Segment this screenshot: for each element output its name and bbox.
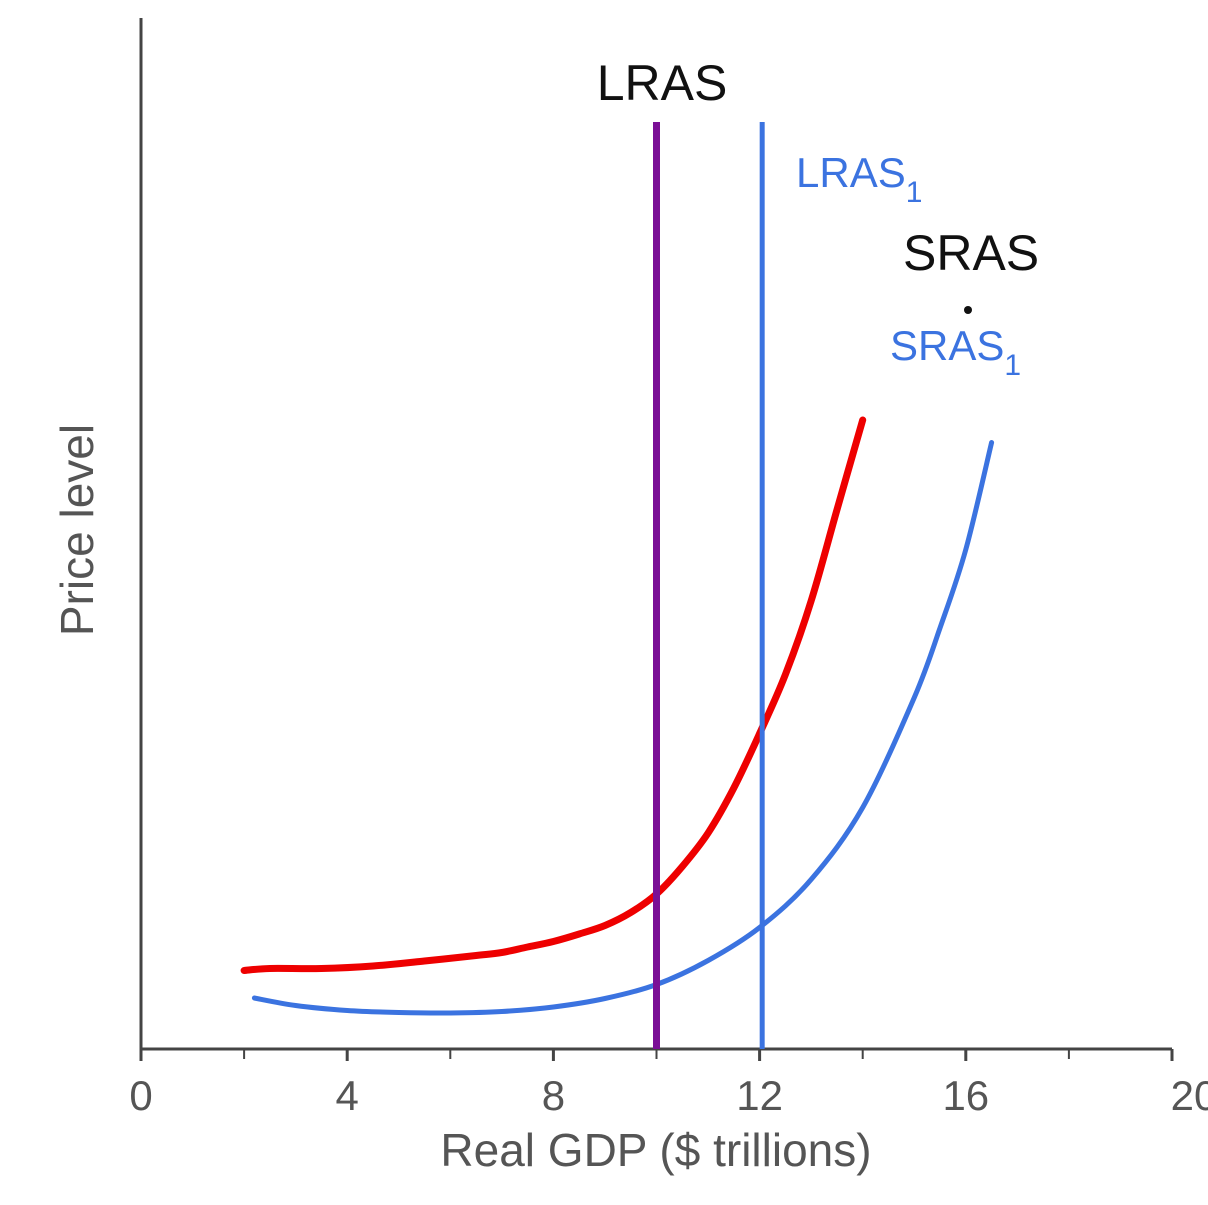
x-tick-label-20: 20 <box>1171 1072 1208 1119</box>
axes: 0 4 8 12 16 20 Real GDP ($ trillions) Price l… <box>51 18 1208 1176</box>
label-marker-dot <box>964 306 972 314</box>
x-tick-label-8: 8 <box>542 1072 565 1119</box>
curve-labels: LRAS LRAS1 SRAS SRAS1 <box>597 55 1039 382</box>
x-tick-label-16: 16 <box>942 1072 989 1119</box>
x-ticks <box>139 1049 1174 1061</box>
series-sras1-curve <box>251 440 995 1016</box>
vertical-lines <box>653 122 765 1049</box>
x-tick-label-0: 0 <box>129 1072 152 1119</box>
x-tick-label-12: 12 <box>736 1072 783 1119</box>
y-axis-title: Price level <box>51 424 103 636</box>
label-sras1: SRAS1 <box>890 322 1021 382</box>
x-axis-title: Real GDP ($ trillions) <box>440 1124 871 1176</box>
x-tick-label-4: 4 <box>336 1072 359 1119</box>
series <box>240 416 995 1016</box>
label-lras1: LRAS1 <box>796 149 922 209</box>
series-sras-curve <box>240 416 867 974</box>
label-sras: SRAS <box>903 225 1039 281</box>
x-tick-labels: 0 4 8 12 16 20 <box>129 1072 1208 1119</box>
label-lras: LRAS <box>597 55 728 111</box>
